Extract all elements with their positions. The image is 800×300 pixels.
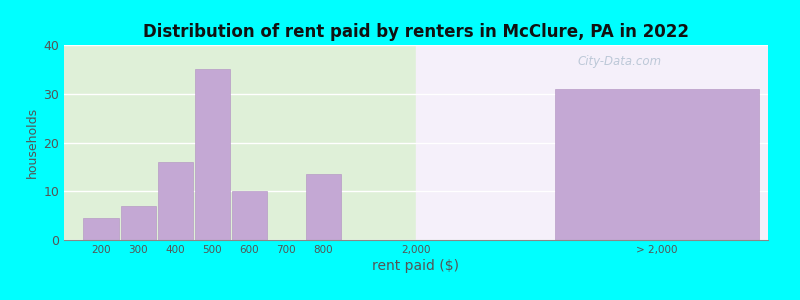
Bar — [121, 206, 156, 240]
Bar — [194, 69, 230, 240]
Bar — [416, 45, 768, 240]
Bar — [306, 174, 341, 240]
Bar — [64, 45, 416, 240]
Title: Distribution of rent paid by renters in McClure, PA in 2022: Distribution of rent paid by renters in … — [143, 23, 689, 41]
X-axis label: rent paid ($): rent paid ($) — [373, 259, 459, 273]
Bar — [158, 162, 193, 240]
Bar — [232, 191, 267, 240]
Bar — [555, 89, 758, 240]
Text: City-Data.com: City-Data.com — [578, 55, 662, 68]
Y-axis label: households: households — [26, 107, 39, 178]
Bar — [83, 218, 118, 240]
